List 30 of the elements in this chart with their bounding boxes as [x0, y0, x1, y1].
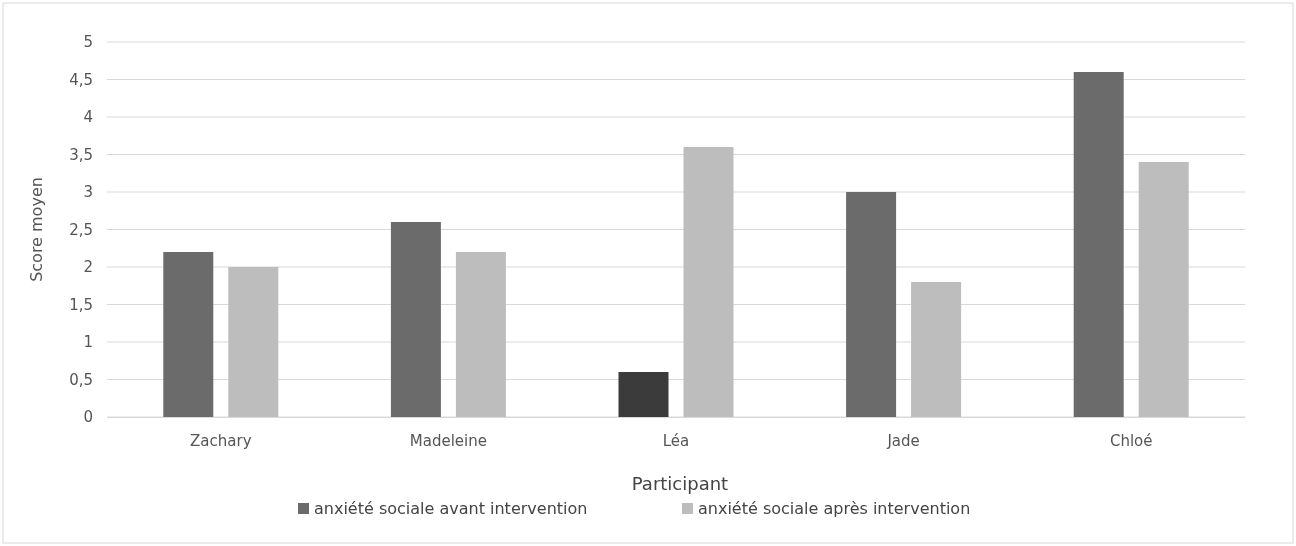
y-tick-label: 5	[83, 33, 93, 52]
bar	[618, 372, 669, 417]
y-tick-label: 0,5	[69, 370, 93, 389]
bar	[455, 252, 506, 417]
bar	[1138, 162, 1189, 417]
legend-label: anxiété sociale après intervention	[698, 499, 971, 518]
y-tick-label: 3	[83, 183, 93, 202]
y-tick-label: 4,5	[69, 70, 93, 89]
x-tick-label: Jade	[886, 431, 920, 450]
x-tick-label: Chloé	[1109, 431, 1153, 450]
y-tick-label: 4	[83, 108, 93, 127]
x-tick-label: Léa	[662, 431, 690, 450]
x-tick-label: Zachary	[190, 431, 252, 450]
x-axis-title: Participant	[631, 473, 729, 494]
y-tick-label: 2	[83, 258, 93, 277]
y-tick-label: 3,5	[69, 145, 93, 164]
x-tick-label: Madeleine	[409, 431, 487, 450]
bar	[911, 282, 962, 417]
y-tick-label: 1	[83, 333, 93, 352]
bar	[683, 147, 734, 417]
y-tick-label: 1,5	[69, 295, 93, 314]
legend-label: anxiété sociale avant intervention	[314, 499, 588, 518]
bar	[228, 267, 279, 417]
y-tick-label: 2,5	[69, 220, 93, 239]
bar	[163, 252, 214, 417]
bar	[390, 222, 441, 417]
y-tick-label: 0	[83, 408, 93, 427]
bar	[846, 192, 897, 417]
y-axis-title: Score moyen	[27, 177, 46, 282]
bar	[1073, 72, 1124, 417]
